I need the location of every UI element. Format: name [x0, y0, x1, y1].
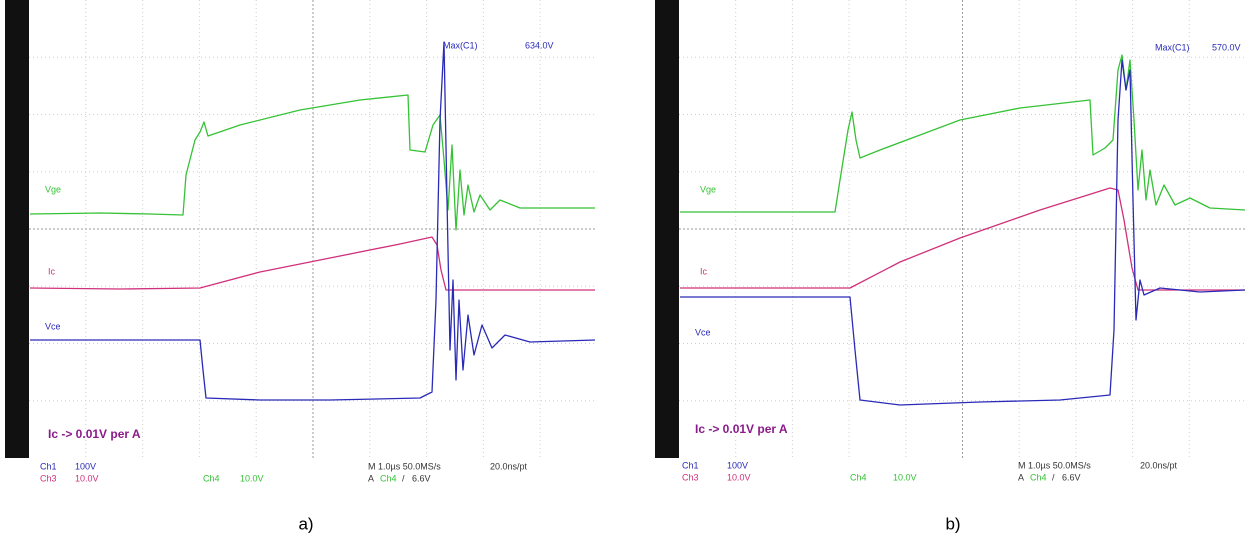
scope-strip	[655, 0, 679, 458]
status: M 1.0µs 50.0MS/s	[1018, 460, 1091, 470]
status: 6.6V	[1062, 472, 1081, 482]
max-value: 634.0V	[525, 40, 554, 50]
status: Ch4	[203, 473, 220, 483]
scale-note: Ic -> 0.01V per A	[48, 427, 141, 441]
status: M 1.0µs 50.0MS/s	[368, 461, 441, 471]
status: 6.6V	[412, 473, 431, 483]
page: Max(C1) 634.0V Vge Ic Vce Ic -> 0.01V pe…	[0, 0, 1250, 541]
status: Ch3	[40, 473, 57, 483]
scope-panel: Max(C1) 634.0V Vge Ic Vce Ic -> 0.01V pe…	[5, 0, 597, 533]
status: 100V	[75, 461, 96, 471]
status: A	[1018, 472, 1024, 482]
scope-strip	[5, 0, 29, 458]
status: 10.0V	[240, 473, 264, 483]
trace-label: Ic	[700, 266, 708, 276]
caption: b)	[945, 514, 960, 533]
status: Ch3	[682, 472, 699, 482]
status: 10.0V	[727, 472, 751, 482]
status: A	[368, 473, 374, 483]
trace-label: Vce	[45, 321, 61, 331]
status: 20.0ns/pt	[1140, 460, 1178, 470]
trace-label: Vge	[45, 184, 61, 194]
status: Ch4	[380, 473, 397, 483]
status: Ch1	[40, 461, 57, 471]
trace-label: Vce	[695, 327, 711, 337]
status: 100V	[727, 460, 748, 470]
status: 10.0V	[893, 472, 917, 482]
status: Ch4	[1030, 472, 1047, 482]
status: Ch4	[850, 472, 867, 482]
status: 10.0V	[75, 473, 99, 483]
max-value: 570.0V	[1212, 42, 1241, 52]
scope-panel: Max(C1) 570.0V Vge Ic Vce Ic -> 0.01V pe…	[655, 0, 1246, 533]
scale-note: Ic -> 0.01V per A	[695, 422, 788, 436]
max-label: Max(C1)	[1155, 42, 1190, 52]
status: Ch1	[682, 460, 699, 470]
status: /	[1052, 472, 1055, 482]
trace-label: Vge	[700, 184, 716, 194]
status: /	[402, 473, 405, 483]
status: 20.0ns/pt	[490, 461, 528, 471]
trace-label: Ic	[48, 266, 56, 276]
figure: Max(C1) 634.0V Vge Ic Vce Ic -> 0.01V pe…	[0, 0, 1250, 541]
caption: a)	[298, 514, 313, 533]
max-label: Max(C1)	[443, 40, 478, 50]
